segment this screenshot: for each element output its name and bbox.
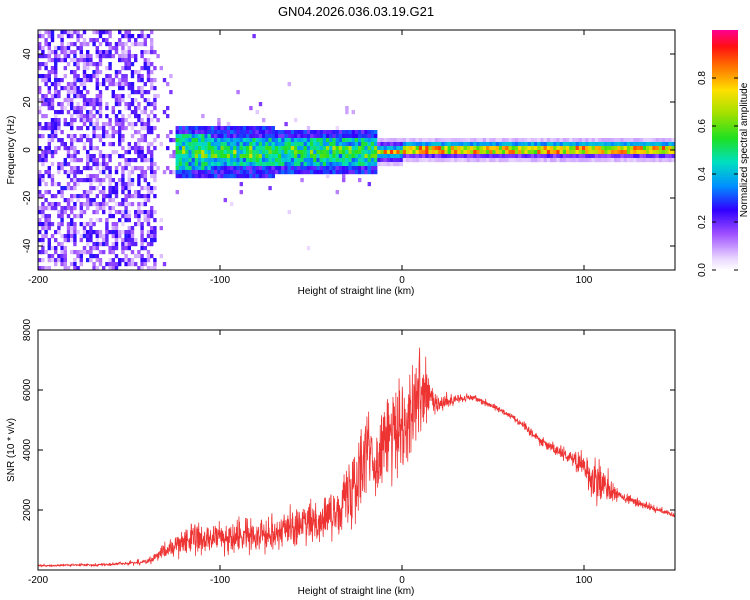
snr-series-line [38,347,675,568]
x-tick-label: 0 [399,275,405,286]
snr-frame [37,329,676,571]
colorbar-ticks: 0.0 0.2 0.4 0.6 0.8 [697,71,738,277]
y-tick-label: 40 [22,48,33,60]
y-tick-label: 20 [22,96,33,108]
colorbar-tick-label: 0.8 [697,71,708,85]
snr-panel: -200 -100 0 100 2000 4000 6000 8000 Height of … [6,318,676,597]
x-tick-label: -200 [28,575,48,586]
y-tick-label: 8000 [22,318,33,341]
y-tick-label: -40 [22,238,33,253]
y-tick-label: 0 [22,147,33,153]
colorbar: 0.0 0.2 0.4 0.6 0.8 Normalized spectral ampl… [697,30,750,277]
bottom-y-axis: 2000 4000 6000 8000 [22,318,675,521]
x-tick-label: -200 [28,275,48,286]
colorbar-gradient [712,30,738,270]
y-tick-label: 6000 [22,378,33,401]
y-tick-label: -20 [22,190,33,205]
colorbar-tick-label: 0.4 [697,167,708,181]
bottom-x-axis: -200 -100 0 100 [28,330,593,586]
y-tick-label: 4000 [22,438,33,461]
bottom-y-axis-label: SNR (10 * v/v) [6,418,17,482]
colorbar-tick-label: 0.2 [697,215,708,229]
x-tick-label: -100 [210,575,230,586]
top-x-axis-label: Height of straight line (km) [298,286,415,297]
top-y-axis-label: Frequency (Hz) [6,116,17,185]
x-tick-label: -100 [210,275,230,286]
colorbar-tick-label: 0.0 [697,263,708,277]
y-tick-label: 2000 [22,498,33,521]
x-tick-label: 100 [576,275,593,286]
top-y-axis: -40 -20 0 20 40 [22,48,675,253]
chart-title: GN04.2026.036.03.19.G21 [278,4,434,19]
colorbar-label: Normalized spectral amplitude [739,82,750,217]
top-x-axis: -200 -100 0 100 [28,30,593,286]
colorbar-tick-label: 0.6 [697,119,708,133]
x-tick-label: 100 [576,575,593,586]
spectrogram-heatmap [38,30,675,270]
bottom-x-axis-label: Height of straight line (km) [298,586,415,597]
x-tick-label: 0 [399,575,405,586]
